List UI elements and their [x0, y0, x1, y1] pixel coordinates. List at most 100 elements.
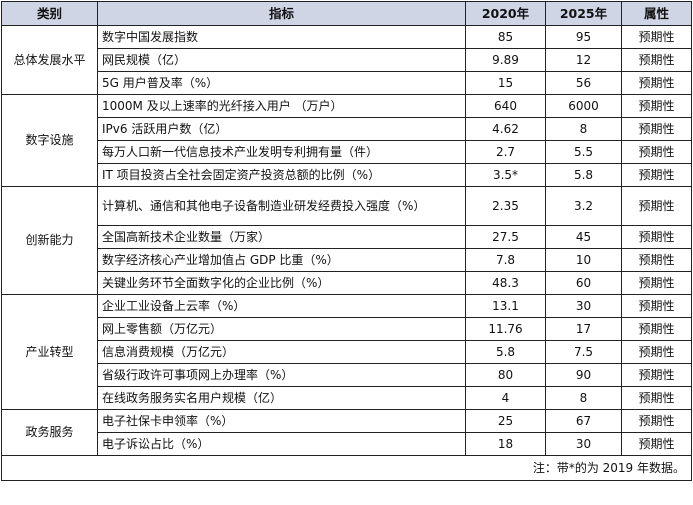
table-row: 在线政务服务实名用户规模（亿） 4 8 预期性	[2, 386, 692, 410]
value-2020-cell: 9.89	[465, 48, 546, 72]
attribute-cell: 预期性	[621, 94, 692, 118]
value-2025-cell: 5.8	[545, 163, 622, 187]
indicator-cell: 信息消费规模（万亿元）	[97, 340, 466, 364]
attribute-cell: 预期性	[621, 25, 692, 49]
value-2020-cell: 5.8	[465, 340, 546, 364]
value-2025-cell: 30	[545, 432, 622, 456]
value-2020-cell: 48.3	[465, 271, 546, 295]
category-cell: 总体发展水平	[1, 25, 98, 95]
attribute-cell: 预期性	[621, 186, 692, 226]
attribute-cell: 预期性	[621, 117, 692, 141]
attribute-cell: 预期性	[621, 248, 692, 272]
category-cell: 政务服务	[1, 409, 98, 456]
attribute-cell: 预期性	[621, 386, 692, 410]
value-2025-cell: 60	[545, 271, 622, 295]
value-2025-cell: 95	[545, 25, 622, 49]
footnote: 注：带*的为 2019 年数据。	[1, 455, 692, 481]
table-row: 关键业务环节全面数字化的企业比例（%） 48.3 60 预期性	[2, 271, 692, 295]
attribute-cell: 预期性	[621, 48, 692, 72]
indicator-table: 类别 指标 2020年 2025年 属性 总体发展水平 数字中国发展指数 85 95 预…	[1, 1, 692, 481]
category-cell: 创新能力	[1, 186, 98, 295]
value-2025-cell: 3.2	[545, 186, 622, 226]
attribute-cell: 预期性	[621, 163, 692, 187]
indicator-cell: 在线政务服务实名用户规模（亿）	[97, 386, 466, 410]
note-row: 注：带*的为 2019 年数据。	[1, 455, 692, 481]
indicator-cell: IPv6 活跃用户数（亿）	[97, 117, 466, 141]
value-2025-cell: 56	[545, 71, 622, 95]
value-2020-cell: 3.5*	[465, 163, 546, 187]
value-2020-cell: 15	[465, 71, 546, 95]
value-2020-cell: 13.1	[465, 294, 546, 318]
value-2025-cell: 8	[545, 386, 622, 410]
attribute-cell: 预期性	[621, 363, 692, 387]
attribute-cell: 预期性	[621, 340, 692, 364]
table-row: 5G 用户普及率（%） 15 56 预期性	[2, 71, 692, 95]
attribute-cell: 预期性	[621, 271, 692, 295]
header-2025: 2025年	[545, 1, 622, 26]
category-cell: 产业转型	[1, 294, 98, 410]
value-2020-cell: 4.62	[465, 117, 546, 141]
value-2020-cell: 11.76	[465, 317, 546, 341]
indicator-cell: 网上零售额（万亿元）	[97, 317, 466, 341]
value-2025-cell: 17	[545, 317, 622, 341]
value-2020-cell: 80	[465, 363, 546, 387]
indicator-cell: 1000M 及以上速率的光纤接入用户 （万户）	[97, 94, 466, 118]
value-2020-cell: 640	[465, 94, 546, 118]
table-row: 网民规模（亿） 9.89 12 预期性	[2, 48, 692, 72]
table-row: 全国高新技术企业数量（万家） 27.5 45 预期性	[2, 225, 692, 249]
table-row: 每万人口新一代信息技术产业发明专利拥有量（件） 2.7 5.5 预期性	[2, 140, 692, 164]
table-row: 总体发展水平 数字中国发展指数 85 95 预期性	[1, 25, 692, 95]
value-2025-cell: 90	[545, 363, 622, 387]
table-row: IT 项目投资占全社会固定资产投资总额的比例（%） 3.5* 5.8 预期性	[2, 163, 692, 187]
table-row: 信息消费规模（万亿元） 5.8 7.5 预期性	[2, 340, 692, 364]
value-2020-cell: 7.8	[465, 248, 546, 272]
indicator-cell: 数字经济核心产业增加值占 GDP 比重（%）	[97, 248, 466, 272]
category-cell: 数字设施	[1, 94, 98, 187]
indicator-cell: 全国高新技术企业数量（万家）	[97, 225, 466, 249]
table-row: 政务服务 电子社保卡申领率（%） 25 67 预期性	[1, 409, 692, 456]
indicator-cell: 电子社保卡申领率（%）	[97, 409, 466, 433]
indicator-cell: 数字中国发展指数	[97, 25, 466, 49]
value-2025-cell: 5.5	[545, 140, 622, 164]
indicator-cell: 5G 用户普及率（%）	[97, 71, 466, 95]
indicator-cell: 省级行政许可事项网上办理率（%）	[97, 363, 466, 387]
table-row: 创新能力 计算机、通信和其他电子设备制造业研发经费投入强度（%） 2.35 3.2 预期…	[1, 186, 692, 295]
header-indicator: 指标	[97, 1, 466, 26]
table-header-row: 类别 指标 2020年 2025年 属性	[1, 1, 692, 26]
value-2025-cell: 67	[545, 409, 622, 433]
value-2025-cell: 8	[545, 117, 622, 141]
table-body: 总体发展水平 数字中国发展指数 85 95 预期性 网民规模（亿） 9.89 12 预期性 5G …	[1, 25, 692, 456]
header-category: 类别	[1, 1, 98, 26]
header-attribute: 属性	[621, 1, 692, 26]
indicator-cell: 企业工业设备上云率（%）	[97, 294, 466, 318]
table-row: 网上零售额（万亿元） 11.76 17 预期性	[2, 317, 692, 341]
value-2020-cell: 85	[465, 25, 546, 49]
table-row: 产业转型 企业工业设备上云率（%） 13.1 30 预期性	[1, 294, 692, 410]
indicator-cell: 网民规模（亿）	[97, 48, 466, 72]
value-2020-cell: 4	[465, 386, 546, 410]
table-row: 省级行政许可事项网上办理率（%） 80 90 预期性	[2, 363, 692, 387]
value-2025-cell: 12	[545, 48, 622, 72]
table-row: 数字经济核心产业增加值占 GDP 比重（%） 7.8 10 预期性	[2, 248, 692, 272]
attribute-cell: 预期性	[621, 225, 692, 249]
attribute-cell: 预期性	[621, 317, 692, 341]
value-2020-cell: 27.5	[465, 225, 546, 249]
indicator-cell: 关键业务环节全面数字化的企业比例（%）	[97, 271, 466, 295]
indicator-cell: 电子诉讼占比（%）	[97, 432, 466, 456]
value-2020-cell: 25	[465, 409, 546, 433]
attribute-cell: 预期性	[621, 140, 692, 164]
table-row: 电子诉讼占比（%） 18 30 预期性	[2, 432, 692, 456]
value-2025-cell: 45	[545, 225, 622, 249]
attribute-cell: 预期性	[621, 71, 692, 95]
value-2020-cell: 2.35	[465, 186, 546, 226]
attribute-cell: 预期性	[621, 409, 692, 433]
value-2020-cell: 2.7	[465, 140, 546, 164]
header-2020: 2020年	[465, 1, 546, 26]
value-2020-cell: 18	[465, 432, 546, 456]
value-2025-cell: 10	[545, 248, 622, 272]
value-2025-cell: 7.5	[545, 340, 622, 364]
attribute-cell: 预期性	[621, 294, 692, 318]
indicator-cell: 每万人口新一代信息技术产业发明专利拥有量（件）	[97, 140, 466, 164]
indicator-cell: 计算机、通信和其他电子设备制造业研发经费投入强度（%）	[97, 186, 466, 226]
value-2025-cell: 6000	[545, 94, 622, 118]
